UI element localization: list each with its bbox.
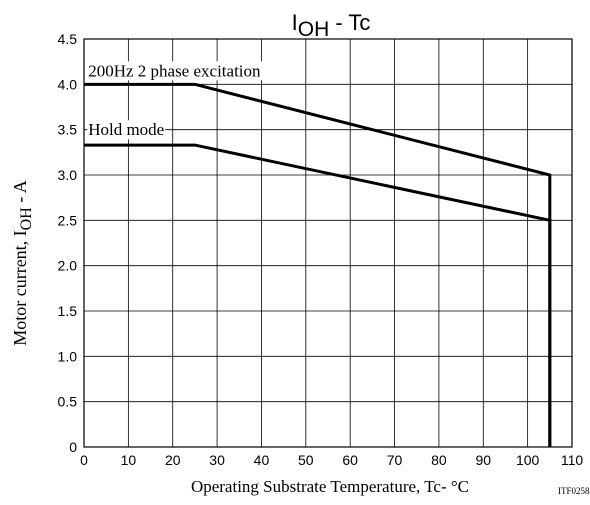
x-tick-label: 110 — [561, 452, 584, 468]
y-tick-label: 2.5 — [58, 212, 78, 228]
x-tick-label: 60 — [342, 452, 358, 468]
annotation-background — [87, 120, 166, 140]
y-tick-label: 4.0 — [58, 76, 78, 92]
annotations: 200Hz 2 phase excitation Hold mode — [87, 61, 263, 140]
chart-title-main: I — [292, 10, 298, 35]
y-tick-label: 1.5 — [58, 303, 78, 319]
y-tick-label: 4.5 — [58, 31, 78, 47]
series-annotation-1: 200Hz 2 phase excitation — [88, 61, 261, 80]
grid — [84, 39, 572, 447]
series-annotation-2: Hold mode — [88, 120, 164, 139]
y-axis-label: Motor current, IOH - A — [10, 180, 35, 346]
x-axis-label: Operating Substrate Temperature, Tc- °C — [191, 477, 469, 496]
x-tick-label: 0 — [80, 452, 88, 468]
x-tick-label: 30 — [209, 452, 225, 468]
chart-title: IOH - Tc — [292, 10, 371, 41]
series-line-2 — [84, 143, 552, 447]
y-tick-label: 3.0 — [58, 167, 78, 183]
y-axis-label-sub: OH — [18, 207, 35, 231]
x-tick-label: 80 — [431, 452, 447, 468]
y-tick-label: 2.0 — [58, 258, 78, 274]
y-axis-label-main: Motor current, I — [10, 230, 30, 345]
x-tick-label: 90 — [475, 452, 491, 468]
chart-title-sub: OH — [298, 18, 330, 41]
x-tick-label: 40 — [254, 452, 270, 468]
y-tick-label: 1.0 — [58, 348, 78, 364]
x-tick-label: 10 — [121, 452, 137, 468]
y-tick-label: 3.5 — [58, 122, 78, 138]
x-tick-label: 50 — [298, 452, 314, 468]
x-axis-ticks: 0 10 20 30 40 50 60 70 80 90 100 110 — [80, 452, 583, 468]
plot-frame — [83, 38, 573, 448]
figure-id: ITF02588 — [558, 486, 590, 496]
annotation-background — [87, 61, 263, 81]
chart-title-suffix: - Tc — [329, 10, 370, 35]
y-tick-label: 0 — [69, 439, 77, 455]
y-axis-ticks: 0 0.5 1.0 1.5 2.0 2.5 3.0 3.5 4.0 4.5 — [58, 31, 78, 455]
series-group — [84, 82, 552, 447]
y-axis-label-suffix: - A — [10, 180, 30, 207]
y-tick-label: 0.5 — [58, 394, 78, 410]
x-tick-label: 100 — [516, 452, 540, 468]
x-tick-label: 70 — [387, 452, 403, 468]
x-tick-label: 20 — [165, 452, 181, 468]
